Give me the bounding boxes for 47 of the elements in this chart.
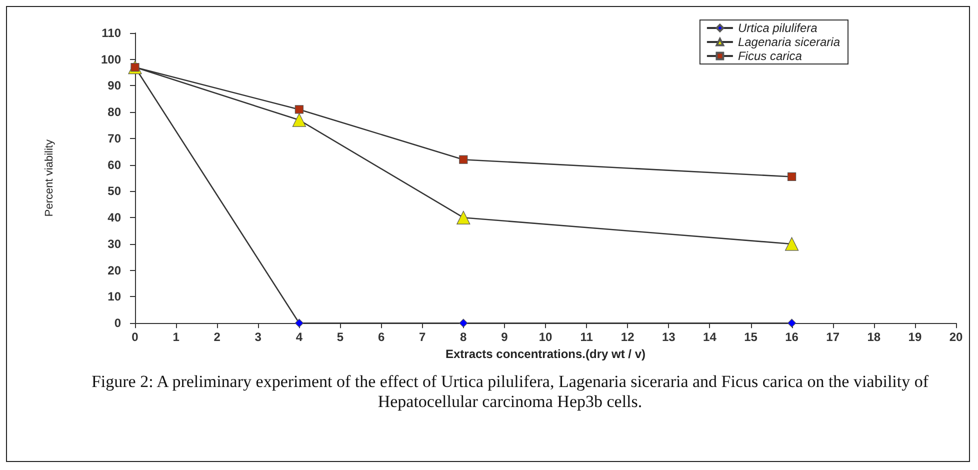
y-tick-label: 110 — [102, 26, 122, 40]
x-tick-label: 5 — [336, 330, 344, 344]
point — [785, 237, 799, 251]
point — [459, 318, 468, 328]
x-tick-label: 13 — [662, 330, 676, 344]
y-tick-label: 40 — [108, 210, 122, 225]
y-tick-label: 50 — [108, 184, 122, 198]
x-tick-label: 15 — [744, 330, 758, 344]
point — [292, 113, 306, 127]
x-tick-label: 17 — [826, 330, 840, 344]
x-tick-label: 18 — [867, 330, 881, 344]
x-tick-label: 11 — [580, 330, 594, 344]
legend-label: Ficus carica — [738, 49, 802, 63]
x-tick-label: 0 — [132, 330, 139, 344]
legend-label: Urtica pilulifera — [738, 21, 818, 35]
x-tick-label: 2 — [214, 330, 221, 344]
point — [294, 105, 304, 114]
x-tick-label: 1 — [172, 330, 180, 344]
x-tick-label: 10 — [538, 330, 552, 344]
point — [459, 155, 468, 164]
x-tick-label: 16 — [785, 330, 799, 344]
x-axis-title: Extracts concentrations.(dry wt / v) — [445, 347, 646, 361]
x-tick-label: 14 — [703, 330, 717, 344]
y-tick-label: 70 — [108, 131, 122, 146]
x-tick-label: 6 — [378, 330, 385, 344]
x-tick-label: 12 — [620, 330, 635, 344]
point — [788, 172, 796, 182]
x-tick-label: 9 — [501, 330, 508, 344]
y-tick-label: 30 — [108, 236, 122, 251]
y-tick-label: 100 — [100, 52, 122, 66]
x-tick-label: 3 — [254, 330, 262, 344]
x-tick-label: 7 — [419, 330, 426, 344]
x-tick-label: 8 — [460, 330, 468, 344]
point — [294, 318, 304, 328]
x-tick-label: 20 — [949, 330, 963, 344]
point — [456, 210, 470, 224]
caption: Figure 2: A preliminary experiment of the effect of Urtica pilulifera, Lagenaria siceraria and Ficus carica on the viability of Hepatocellular carcinoma Hep3b cells. — [90, 372, 930, 412]
y-tick-label: 80 — [108, 105, 122, 120]
y-tick-label: 20 — [108, 263, 122, 278]
y-tick-label: 0 — [114, 316, 122, 330]
x-tick-label: 19 — [908, 330, 922, 344]
y-axis-title: Percent viability — [44, 139, 56, 217]
y-tick-label: 90 — [108, 78, 122, 93]
y-tick-label: 10 — [108, 290, 122, 304]
legend-label: Lagenaria siceraria — [738, 35, 840, 49]
y-tick-label: 60 — [108, 158, 122, 172]
x-tick-label: 4 — [296, 330, 303, 344]
